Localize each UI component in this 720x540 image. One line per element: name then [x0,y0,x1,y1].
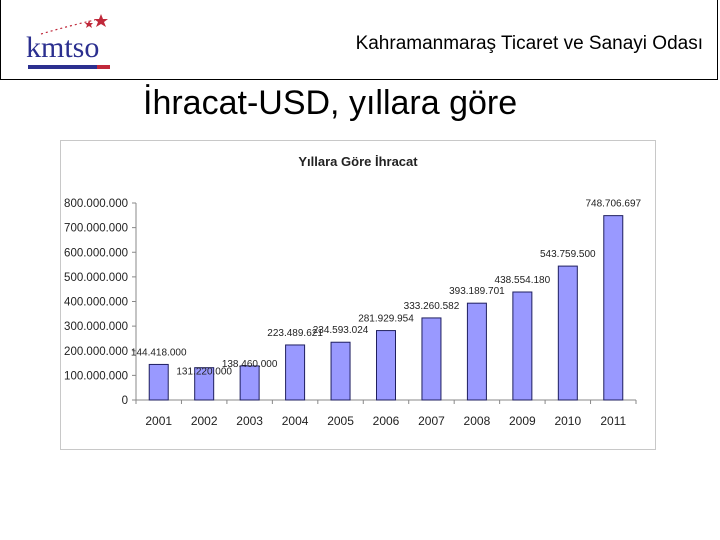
x-tick-label: 2010 [554,414,581,428]
y-tick-label: 200.000.000 [64,346,128,358]
bar-2008 [466,302,487,401]
data-label: 543.759.500 [540,249,596,260]
data-label: 393.189.701 [449,286,505,297]
bar-2001 [148,363,169,401]
bar-2010 [557,265,578,401]
data-label: 281.929.954 [358,314,414,325]
x-tick-label: 2009 [509,414,536,428]
x-tick-label: 2004 [282,414,309,428]
data-label: 131.220.000 [176,367,232,378]
bar-2006 [376,330,396,401]
x-axis-ticks: 2001 2002 2003 2004 2005 2006 2007 2008 2009 2010… [135,400,637,428]
chart-title: Yıllara Göre İhracat [298,154,418,169]
x-tick-label: 2006 [373,414,400,428]
x-tick-label: 2002 [191,414,218,428]
export-bar-chart: Yıllara Göre İhracat 0 100.000.000 200.000… [64,154,642,428]
x-tick-label: 2011 [600,414,626,428]
data-label: 138.460.000 [222,359,278,370]
y-tick-label: 500.000.000 [64,272,128,284]
data-label: 223.489.621 [267,328,323,339]
kmtso-logo: kmtso [26,14,110,69]
y-tick-label: 700.000.000 [64,223,128,235]
bar-2011 [603,215,624,401]
x-tick-label: 2005 [327,414,354,428]
bar-2007 [421,317,442,401]
x-tick-label: 2003 [236,414,263,428]
slide-header: kmtso Kahramanmaraş Ticaret ve Sanayi Od… [0,0,718,80]
y-tick-label: 400.000.000 [64,297,128,309]
y-tick-label: 300.000.000 [64,321,128,333]
data-label: 333.260.582 [404,301,460,312]
y-tick-label: 800.000.000 [64,198,128,210]
bars-group [148,215,624,401]
bar-2002 [194,367,215,401]
bar-2003 [239,365,260,401]
data-label: 438.554.180 [495,275,551,286]
y-tick-label: 600.000.000 [64,247,128,259]
y-axis-ticks: 0 100.000.000 200.000.000 300.000.000 400.00… [64,198,136,407]
bar-2004 [285,344,306,401]
data-label: 144.418.000 [131,347,187,358]
x-tick-label: 2001 [145,414,172,428]
x-tick-label: 2007 [418,414,445,428]
bar-2005 [330,341,351,401]
slide-title: İhracat-USD, yıllara göre [143,84,518,122]
organization-name: Kahramanmaraş Ticaret ve Sanayi Odası [355,33,703,54]
logo-text: kmtso [26,31,99,64]
y-tick-label: 100.000.000 [64,370,128,382]
x-tick-label: 2008 [464,414,491,428]
data-label: 234.593.024 [313,325,369,336]
data-label: 748.706.697 [585,199,641,210]
y-tick-label: 0 [122,395,128,407]
bar-2009 [512,291,533,401]
